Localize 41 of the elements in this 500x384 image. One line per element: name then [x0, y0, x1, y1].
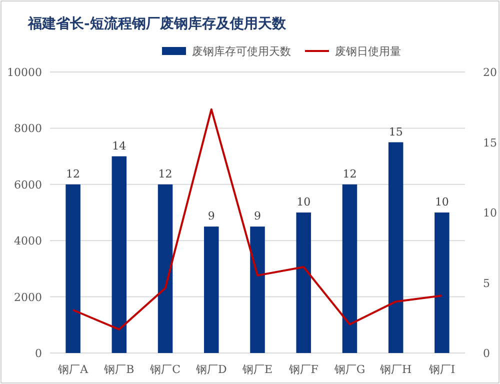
- bar: [66, 184, 80, 353]
- x-tick-label: 钢厂B: [103, 363, 134, 376]
- x-tick-label: 钢厂F: [288, 363, 319, 376]
- data-label: 12: [66, 167, 80, 180]
- y-tick-label: 0: [35, 347, 42, 360]
- y-tick-label: 6000: [14, 178, 42, 192]
- data-label: 9: [208, 210, 215, 223]
- chart-title: 福建省长-短流程钢厂废钢库存及使用天数: [27, 15, 287, 32]
- legend-label: 废钢日使用量: [335, 45, 401, 58]
- bar: [250, 226, 265, 353]
- y-tick-label: 4000: [14, 234, 42, 248]
- y2-tick-label: 0: [483, 347, 490, 360]
- x-tick-label: 钢厂C: [149, 363, 180, 376]
- bar: [388, 142, 404, 353]
- x-tick-label: 钢厂E: [241, 363, 273, 376]
- y-tick-label: 2000: [14, 290, 42, 304]
- x-tick-label: 钢厂G: [333, 363, 366, 376]
- x-tick-label: 钢厂H: [379, 363, 412, 376]
- bar: [342, 184, 358, 353]
- y2-tick-label: 5: [483, 276, 490, 290]
- data-label: 10: [296, 196, 311, 208]
- y-tick-label: 10000: [7, 66, 42, 79]
- data-label: 9: [254, 210, 261, 223]
- bar: [204, 226, 219, 353]
- data-label: 15: [388, 125, 403, 138]
- bar: [434, 212, 450, 353]
- data-label: 12: [342, 167, 357, 180]
- bar: [112, 156, 127, 353]
- x-tick-label: 钢厂D: [194, 363, 227, 376]
- data-label: 14: [112, 139, 126, 152]
- legend-label: 废钢库存可使用天数: [192, 45, 291, 58]
- bar: [158, 184, 173, 353]
- x-tick-label: 钢厂I: [428, 363, 456, 376]
- bar: [296, 212, 311, 353]
- x-tick-label: 钢厂A: [57, 363, 90, 376]
- y2-tick-label: 15: [483, 136, 497, 150]
- data-label: 12: [158, 167, 172, 180]
- y-tick-label: 8000: [14, 122, 42, 136]
- y2-tick-label: 10: [483, 206, 497, 220]
- y2-tick-label: 20: [483, 66, 497, 79]
- data-label: 10: [434, 196, 449, 208]
